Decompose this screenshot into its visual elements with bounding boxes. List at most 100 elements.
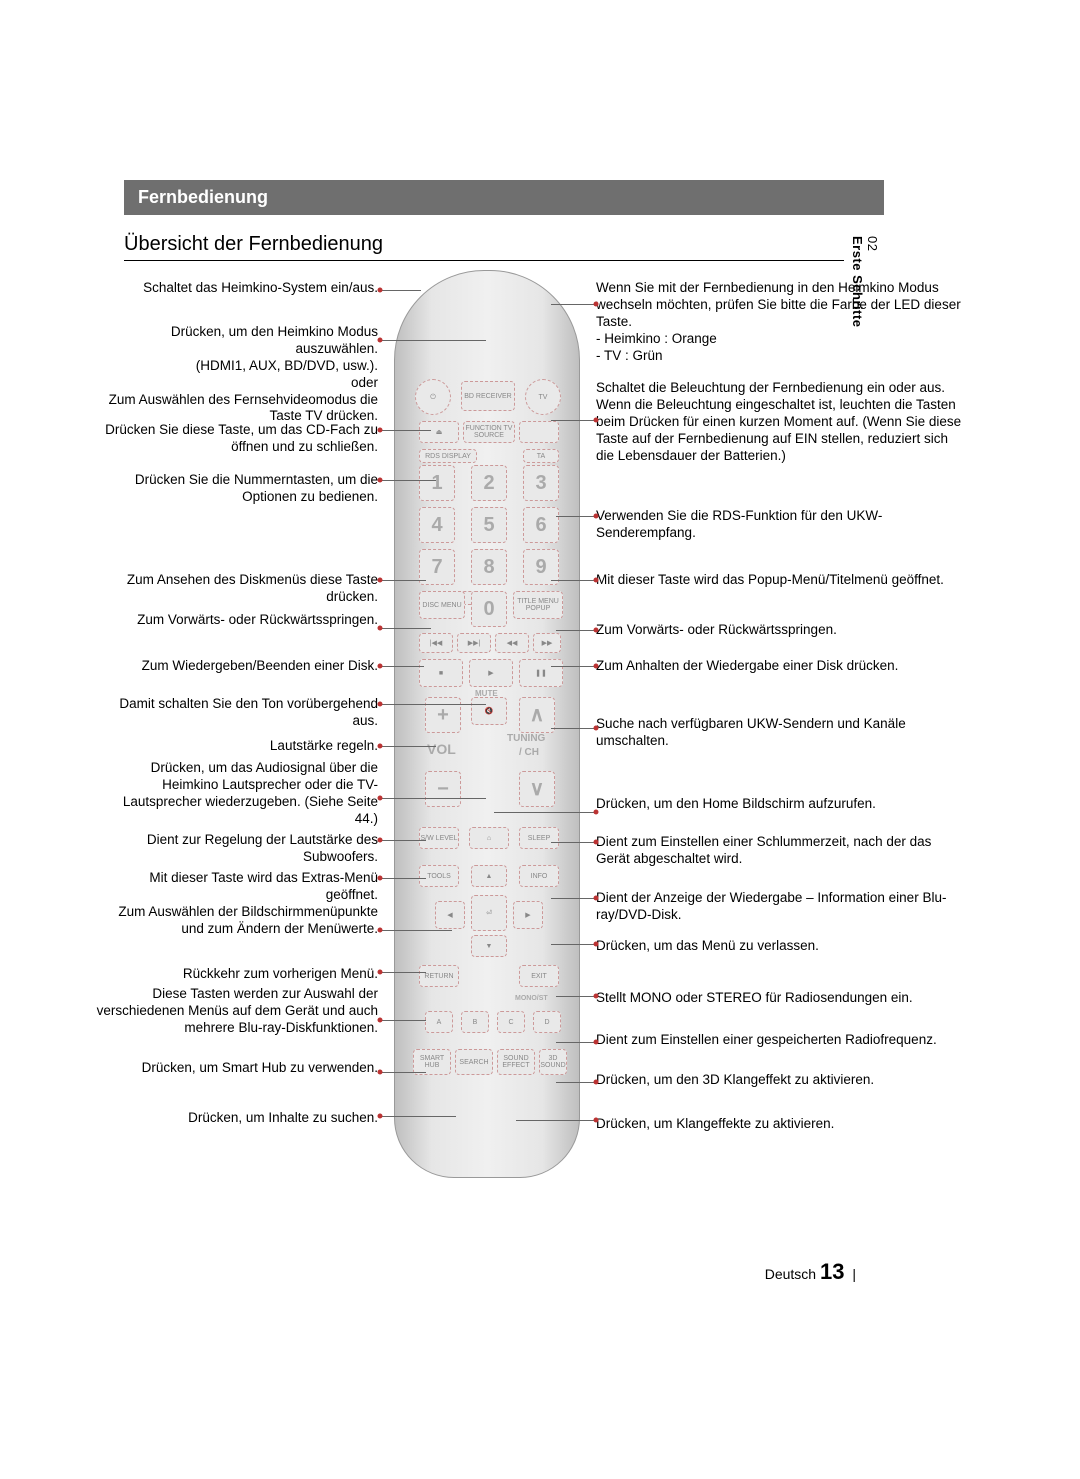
leader-line	[380, 430, 431, 431]
right-callout-8: Dient zum Einstellen einer Schlummerzeit…	[596, 834, 968, 868]
left-callout-8: Lautstärke regeln.	[96, 738, 378, 755]
num-5: 5	[471, 507, 507, 543]
leader-dot	[378, 1018, 383, 1023]
return-button: RETURN	[419, 965, 459, 987]
ch-label: / CH	[519, 747, 539, 758]
mute-label: MUTE	[475, 689, 498, 698]
leader-dot	[378, 664, 383, 669]
leader-dot	[378, 478, 383, 483]
tuning-label: TUNING	[507, 733, 545, 744]
power-icon: ⏻	[415, 379, 451, 415]
leader-line	[380, 746, 436, 747]
footer-lang: Deutsch	[765, 1266, 816, 1282]
leader-line	[556, 516, 596, 517]
footer-page: 13	[820, 1259, 844, 1284]
sw-level-button: S/W LEVEL	[419, 827, 459, 849]
left-callout-6: Zum Wiedergeben/Beenden einer Disk.	[96, 658, 378, 675]
leader-dot	[594, 418, 599, 423]
color-button-a: A	[425, 1011, 453, 1033]
3d-sound-button: 3D SOUND	[539, 1049, 567, 1075]
ff-button: ▶▶	[533, 633, 561, 653]
nav-right-button: ▶	[513, 901, 543, 929]
right-callout-14: Drücken, um Klangeffekte zu aktivieren.	[596, 1116, 968, 1133]
home-button: ⌂	[469, 827, 509, 849]
footer-bar: |	[852, 1266, 856, 1282]
leader-dot	[594, 1080, 599, 1085]
leader-dot	[378, 928, 383, 933]
leader-dot	[594, 628, 599, 633]
leader-line	[551, 944, 596, 945]
leader-dot	[594, 664, 599, 669]
prev-button: |◀◀	[419, 633, 453, 653]
disc-menu-button: DISC MENU	[419, 591, 465, 619]
leader-dot	[594, 302, 599, 307]
section-subtitle: Übersicht der Fernbedienung	[124, 233, 844, 261]
right-callout-1: Schaltet die Beleuchtung der Fernbedienu…	[596, 380, 968, 464]
next-button: ▶▶|	[457, 633, 491, 653]
light-button	[519, 421, 559, 443]
leader-dot	[594, 942, 599, 947]
right-callout-9: Dient der Anzeige der Wiedergabe – Infor…	[596, 890, 968, 924]
ch-down-button: ∨	[519, 771, 555, 807]
sleep-button: SLEEP	[519, 827, 559, 849]
mute-button: 🔇	[471, 697, 507, 725]
left-callout-3: Drücken Sie die Nummerntasten, um die Op…	[96, 472, 378, 506]
page-content: Fernbedienung Übersicht der Fernbedienun…	[124, 180, 884, 267]
num-0: 0	[471, 591, 507, 627]
left-callout-9: Drücken, um das Audiosignal über die Hei…	[96, 760, 378, 828]
right-callout-7: Drücken, um den Home Bildschirm aufzuruf…	[596, 796, 968, 813]
leader-dot	[378, 796, 383, 801]
left-callout-10: Dient zur Regelung der Lautstärke des Su…	[96, 832, 378, 866]
leader-dot	[378, 428, 383, 433]
right-callout-2: Verwenden Sie die RDS-Funktion für den U…	[596, 508, 968, 542]
right-callout-3: Mit dieser Taste wird das Popup-Menü/Tit…	[596, 572, 968, 589]
leader-line	[380, 840, 426, 841]
leader-dot	[378, 744, 383, 749]
right-callout-4: Zum Vorwärts- oder Rückwärtsspringen.	[596, 622, 968, 639]
ta-button: TA	[523, 449, 559, 463]
left-callout-7: Damit schalten Sie den Ton vorübergehend…	[96, 696, 378, 730]
leader-line	[551, 580, 596, 581]
right-callout-5: Zum Anhalten der Wiedergabe einer Disk d…	[596, 658, 968, 675]
leader-line	[380, 666, 424, 667]
color-button-b: B	[461, 1011, 489, 1033]
search-button: SEARCH	[455, 1049, 493, 1075]
leader-line	[556, 996, 596, 997]
right-callout-6: Suche nach verfügbaren UKW-Sendern und K…	[596, 716, 968, 750]
function-button: FUNCTION TV SOURCE	[463, 421, 515, 443]
leader-dot	[594, 578, 599, 583]
leader-line	[556, 1042, 596, 1043]
leader-line	[551, 728, 596, 729]
leader-dot	[594, 514, 599, 519]
leader-line	[380, 340, 486, 341]
left-callout-4: Zum Ansehen des Diskmenüs diese Taste dr…	[96, 572, 378, 606]
leader-line	[380, 290, 421, 291]
color-button-c: C	[497, 1011, 525, 1033]
left-callout-13: Rückkehr zum vorherigen Menü.	[96, 966, 378, 983]
rew-button: ◀◀	[495, 633, 529, 653]
num-1: 1	[419, 465, 455, 501]
vol-down-button: −	[425, 771, 461, 807]
leader-line	[380, 704, 486, 705]
right-callout-12: Dient zum Einstellen einer gespeicherten…	[596, 1032, 968, 1049]
leader-dot	[378, 970, 383, 975]
leader-line	[551, 304, 596, 305]
eject-button: ⏏	[419, 421, 459, 443]
right-callout-13: Drücken, um den 3D Klangeffekt zu aktivi…	[596, 1072, 968, 1089]
leader-dot	[594, 1118, 599, 1123]
mono-st-label: MONO/ST	[515, 995, 548, 1002]
leader-dot	[594, 840, 599, 845]
nav-up-button: ▲	[471, 865, 507, 887]
nav-ok-button: ⏎	[471, 895, 507, 931]
leader-line	[380, 1020, 426, 1021]
info-button: INFO	[519, 865, 559, 887]
color-button-d: D	[533, 1011, 561, 1033]
leader-dot	[378, 838, 383, 843]
leader-line	[551, 898, 596, 899]
leader-line	[380, 580, 426, 581]
right-callout-0: Wenn Sie mit der Fernbedienung in den He…	[596, 280, 968, 364]
leader-line	[380, 1116, 456, 1117]
left-callout-16: Drücken, um Inhalte zu suchen.	[96, 1110, 378, 1127]
tv-button: TV	[525, 379, 561, 415]
leader-dot	[594, 994, 599, 999]
